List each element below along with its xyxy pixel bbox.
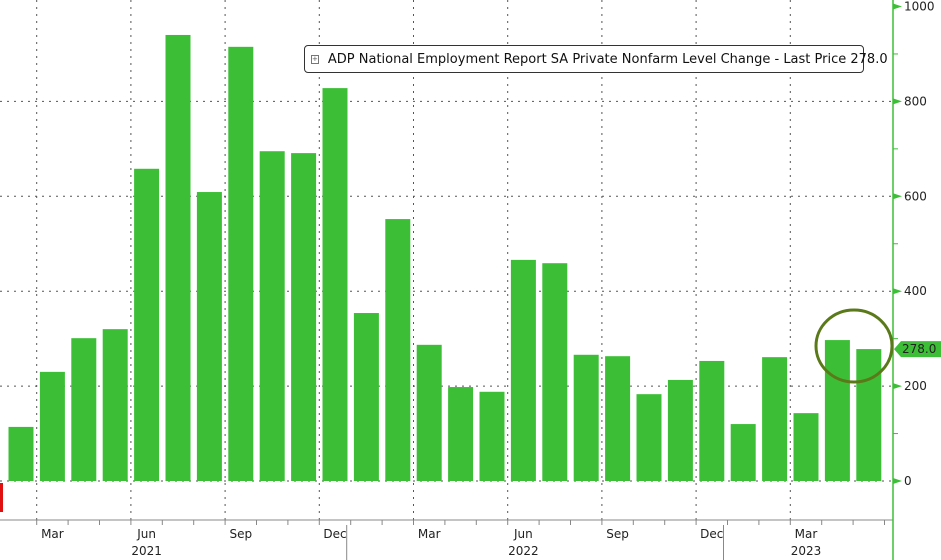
x-tick-label: Mar xyxy=(795,527,818,541)
x-tick-label: Sep xyxy=(229,527,252,541)
x-tick-label: Dec xyxy=(700,527,723,541)
bar xyxy=(730,424,756,481)
y-tick-marker xyxy=(893,193,902,200)
bar xyxy=(699,360,725,481)
bar xyxy=(291,153,317,482)
y-tick-marker xyxy=(893,288,902,295)
bar xyxy=(322,88,348,481)
bar xyxy=(636,394,662,481)
y-tick-marker xyxy=(893,3,902,10)
x-tick-label: Sep xyxy=(606,527,629,541)
x-tick-label: Jun xyxy=(513,527,533,541)
bar xyxy=(228,46,254,482)
bar xyxy=(667,379,693,481)
legend: + ADP National Employment Report SA Priv… xyxy=(304,45,888,73)
bar xyxy=(856,349,882,481)
y-tick-marker xyxy=(893,98,902,105)
bar xyxy=(793,413,819,481)
y-tick-label: 600 xyxy=(904,189,927,203)
last-price-label: 278.0 xyxy=(902,342,936,356)
bar xyxy=(573,354,599,481)
bar xyxy=(134,168,160,482)
year-label: 2022 xyxy=(508,544,539,558)
y-tick-label: 1000 xyxy=(904,0,935,14)
bar xyxy=(385,219,411,482)
highlight-circle xyxy=(814,308,894,384)
bar xyxy=(102,329,128,481)
bar xyxy=(71,338,97,481)
bar xyxy=(8,426,34,481)
bar xyxy=(605,356,631,481)
y-tick-label: 0 xyxy=(904,474,912,488)
x-tick-label: Mar xyxy=(41,527,64,541)
legend-expand-icon[interactable]: + xyxy=(311,54,319,64)
bar xyxy=(510,259,536,481)
year-label: 2023 xyxy=(791,544,822,558)
bar xyxy=(542,263,568,481)
bar xyxy=(416,344,442,481)
bar xyxy=(39,371,65,481)
bar xyxy=(448,387,474,481)
bar xyxy=(824,340,850,481)
bar xyxy=(165,34,191,481)
bar xyxy=(762,357,788,481)
last-price-tag xyxy=(894,341,941,358)
x-tick-label: Mar xyxy=(418,527,441,541)
y-tick-marker xyxy=(893,383,902,390)
x-tick-label: Jun xyxy=(136,527,156,541)
negative-marker xyxy=(0,483,3,512)
y-tick-marker xyxy=(893,478,902,484)
y-tick-label: 400 xyxy=(904,284,927,298)
y-tick-label: 200 xyxy=(904,379,927,393)
x-tick-label: Dec xyxy=(323,527,346,541)
bar xyxy=(259,151,285,481)
bar xyxy=(479,391,505,481)
year-label: 2021 xyxy=(131,544,162,558)
bar xyxy=(196,192,222,482)
y-tick-label: 800 xyxy=(904,94,927,108)
legend-label: ADP National Employment Report SA Privat… xyxy=(327,51,888,67)
bar xyxy=(353,313,379,481)
